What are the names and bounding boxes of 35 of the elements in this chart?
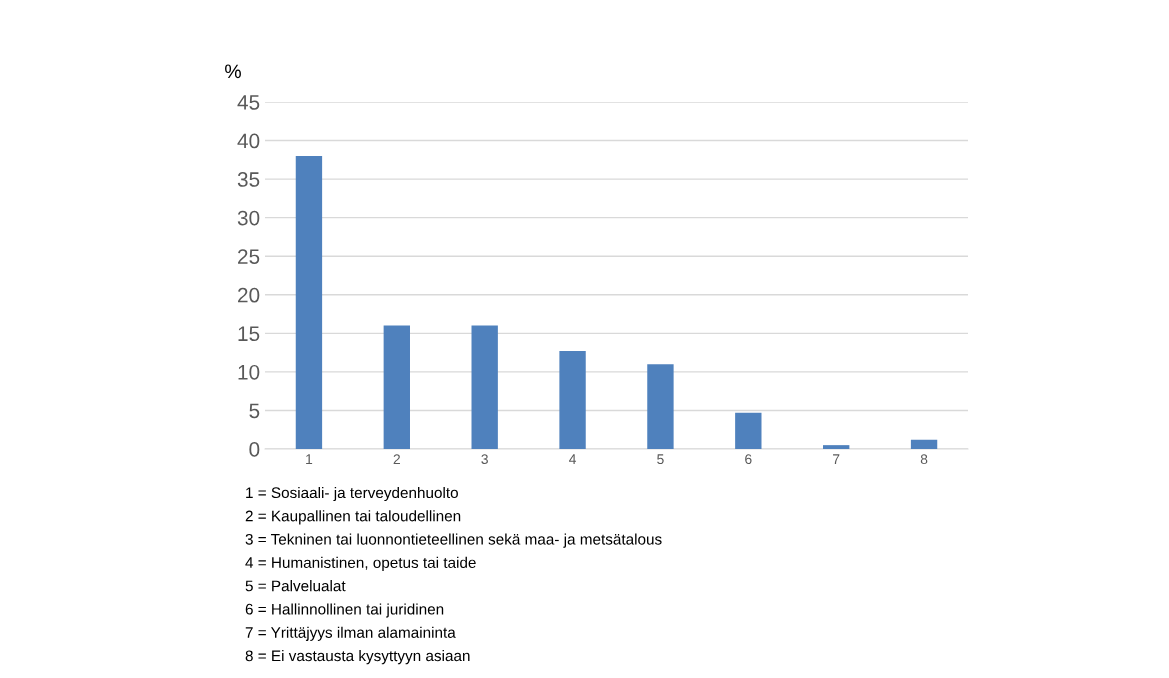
- y-axis-title: %: [225, 64, 241, 79]
- y-tick-label: 5: [249, 403, 260, 419]
- bar: [471, 325, 498, 449]
- bar: [383, 325, 410, 449]
- x-tick-label: 5: [657, 454, 664, 465]
- y-tick-label: 25: [238, 249, 260, 264]
- bar: [735, 412, 762, 449]
- x-tick-label: 7: [833, 454, 840, 464]
- text: 7 = Yrittäjyys ilman alamaininta: [245, 626, 456, 641]
- y-tick-label: 0: [249, 442, 260, 457]
- text: 5 = Palvelualat: [245, 580, 346, 592]
- text: 1 = Sosiaali- ja terveydenhuolto: [246, 486, 458, 502]
- y-tick-label: 45: [237, 95, 260, 110]
- y-tick-label: 30: [237, 210, 260, 226]
- x-tick-label: 1: [306, 454, 313, 464]
- text: 6 = Hallinnollinen tai juridinen: [245, 603, 444, 618]
- bar: [295, 155, 323, 449]
- x-tick-label: 3: [481, 454, 488, 465]
- text: 2 = Kaupallinen tai taloudellinen: [245, 510, 461, 525]
- bar: [823, 445, 850, 449]
- y-tick-label: 35: [237, 172, 260, 187]
- y-tick-label: 20: [238, 287, 260, 303]
- y-tick-label: 15: [238, 326, 260, 342]
- bar: [559, 351, 586, 449]
- x-tick-label: 8: [920, 454, 928, 465]
- x-tick-label: 6: [745, 454, 752, 465]
- text: 8 = Ei vastausta kysyttyyn asiaan: [245, 649, 470, 665]
- bar: [647, 364, 674, 449]
- text: 3 = Tekninen tai luonnontieteellinen sekä maa- ja metsätalous: [245, 533, 662, 548]
- y-tick-label: 10: [238, 364, 260, 380]
- x-tick-label: 2: [393, 454, 400, 464]
- bar: [910, 439, 938, 449]
- x-tick-label: 4: [569, 454, 577, 464]
- text: 4 = Humanistinen, opetus tai taide: [245, 556, 476, 572]
- y-tick-label: 40: [237, 133, 260, 149]
